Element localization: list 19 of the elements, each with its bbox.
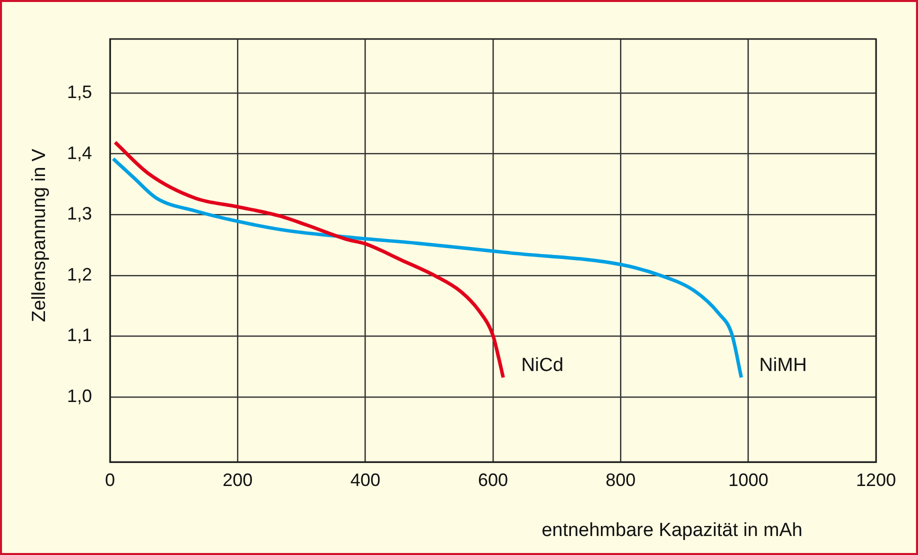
y-tick-label: 1,4 xyxy=(66,142,92,163)
y-tick-label: 1,0 xyxy=(66,386,92,406)
x-axis-title: entnehmbare Kapazität in mAh xyxy=(542,520,802,542)
x-tick-label: 1000 xyxy=(728,470,768,490)
x-tick-label: 200 xyxy=(222,470,253,490)
y-tick-label: 1,5 xyxy=(66,82,92,102)
y-tick-label: 1,2 xyxy=(66,264,92,284)
series-label: NiCd xyxy=(521,354,564,376)
series-label: NiMH xyxy=(759,354,807,376)
line-series xyxy=(113,140,505,380)
x-tick-label: 0 xyxy=(104,470,116,490)
x-tick-label: 1200 xyxy=(856,470,896,490)
y-tick-label: 1,1 xyxy=(66,325,92,346)
y-tick-label: 1,3 xyxy=(66,204,92,224)
line-series xyxy=(111,156,744,380)
x-tick-label: 600 xyxy=(478,470,508,490)
x-tick-label: 400 xyxy=(350,470,380,490)
x-tick-label: 800 xyxy=(606,470,636,490)
y-axis-title: Zellenspannung in V xyxy=(29,148,50,322)
